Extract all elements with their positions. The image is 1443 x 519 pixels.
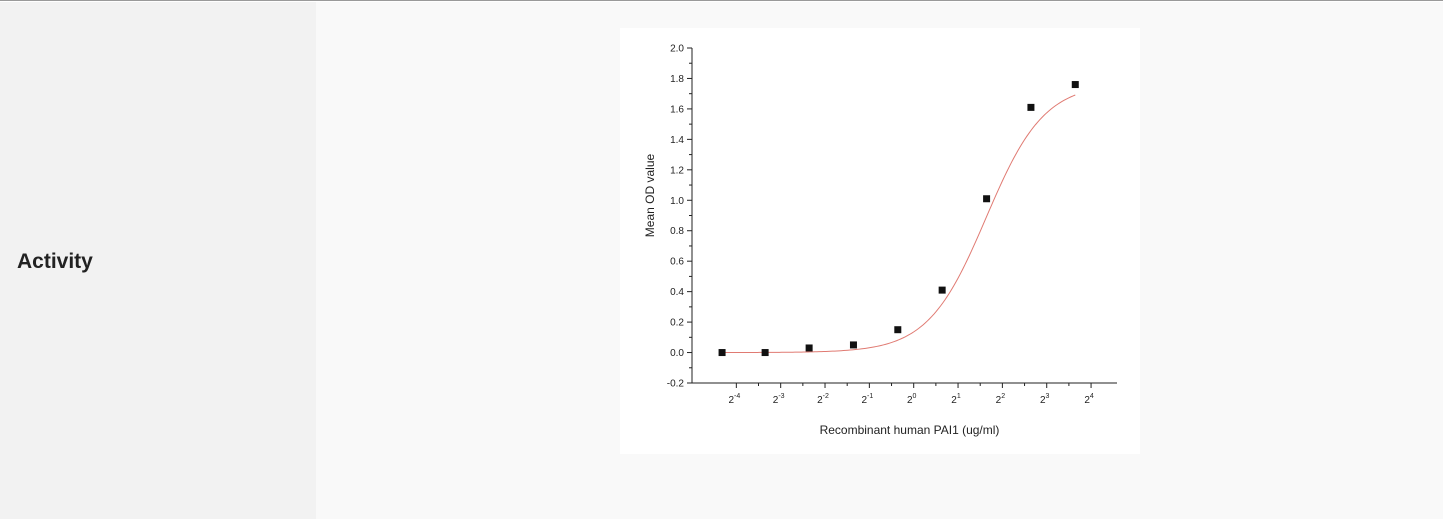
data-point xyxy=(718,349,726,357)
x-tick-label: 22 xyxy=(996,393,1006,406)
x-tick-label: 2-3 xyxy=(773,393,785,406)
data-point xyxy=(983,195,991,203)
y-tick-label: 1.4 xyxy=(670,135,684,146)
x-tick-exponent: -2 xyxy=(823,393,829,400)
x-tick-base: 2 xyxy=(951,395,957,406)
y-tick-label: 1.0 xyxy=(670,196,684,207)
x-tick-exponent: 0 xyxy=(913,393,917,400)
x-tick-base: 2 xyxy=(996,395,1002,406)
x-axis-title: Recombinant human PAI1 (ug/ml) xyxy=(820,423,1000,437)
x-tick-label: 23 xyxy=(1040,393,1050,406)
x-tick-label: 2-1 xyxy=(861,393,873,406)
x-tick-base: 2 xyxy=(728,395,734,406)
y-tick-label: 1.2 xyxy=(670,165,684,176)
y-axis-title: Mean OD value xyxy=(643,153,657,237)
x-tick-label: 20 xyxy=(907,393,917,406)
x-tick-base: 2 xyxy=(907,395,913,406)
x-tick-exponent: -4 xyxy=(734,393,740,400)
data-point xyxy=(938,286,946,294)
x-tick-exponent: 2 xyxy=(1001,393,1005,400)
y-tick-label: 1.6 xyxy=(670,104,684,115)
y-tick-label: 0.0 xyxy=(670,348,684,359)
y-tick-label: 0.2 xyxy=(670,318,684,329)
y-tick-label: 1.8 xyxy=(670,74,684,85)
data-point xyxy=(894,326,902,334)
x-tick-exponent: -3 xyxy=(778,393,784,400)
x-tick-exponent: -1 xyxy=(867,393,873,400)
x-tick-label: 2-2 xyxy=(817,393,829,406)
y-tick-label: 0.4 xyxy=(670,287,684,298)
x-tick-label: 2-4 xyxy=(728,393,740,406)
x-tick-base: 2 xyxy=(1040,395,1046,406)
y-tick-label: 0.6 xyxy=(670,257,684,268)
x-tick-base: 2 xyxy=(817,395,823,406)
x-tick-label: 24 xyxy=(1084,393,1094,406)
data-point xyxy=(1071,81,1079,89)
fit-curve xyxy=(722,94,1076,354)
x-tick-base: 2 xyxy=(1084,395,1090,406)
y-tick-label: 2.0 xyxy=(670,44,684,55)
x-tick-exponent: 4 xyxy=(1090,393,1094,400)
chart-svg: -0.20.00.20.40.60.81.01.21.41.61.82.02-4… xyxy=(643,44,1117,437)
activity-chart: -0.2 0.0 0.2 0.4 0.6 0.8 1.0 1.2 1.4 1.6 1.8 2.0 2-4… xyxy=(620,28,1140,454)
x-tick-base: 2 xyxy=(861,395,867,406)
data-point xyxy=(761,349,769,357)
label-cell: Activity xyxy=(0,2,316,519)
data-point xyxy=(805,344,813,352)
x-tick-base: 2 xyxy=(773,395,779,406)
x-tick-label: 21 xyxy=(951,393,961,406)
data-point xyxy=(849,341,857,349)
y-tick-label: 0.8 xyxy=(670,226,684,237)
data-point xyxy=(1027,103,1035,111)
row-label: Activity xyxy=(17,250,93,273)
x-tick-exponent: 3 xyxy=(1046,393,1050,400)
y-tick-label: -0.2 xyxy=(667,379,685,390)
x-tick-exponent: 1 xyxy=(957,393,961,400)
